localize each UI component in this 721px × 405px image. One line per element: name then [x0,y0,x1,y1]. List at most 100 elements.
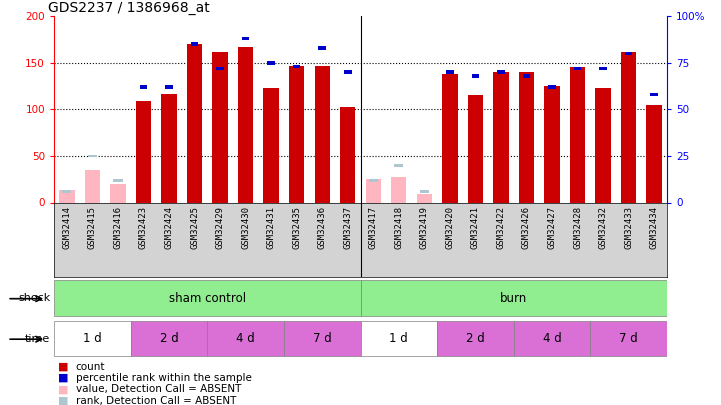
Bar [394,164,404,166]
Bar [165,85,173,89]
Bar [340,107,355,202]
Text: GSM32437: GSM32437 [343,206,353,249]
Bar [88,155,97,157]
Text: value, Detection Call = ABSENT: value, Detection Call = ABSENT [76,384,241,394]
Text: GDS2237 / 1386968_at: GDS2237 / 1386968_at [48,1,210,15]
Text: GSM32434: GSM32434 [650,206,659,249]
Bar [62,190,71,193]
Bar [238,47,253,202]
Text: 1 d: 1 d [83,332,102,345]
Bar [570,67,585,202]
Bar [314,66,329,202]
Text: rank, Detection Call = ABSENT: rank, Detection Call = ABSENT [76,396,236,405]
Bar [513,321,590,356]
Text: ■: ■ [58,362,68,371]
Bar [368,179,378,181]
Bar [162,94,177,202]
Bar [391,177,407,202]
Bar [519,72,534,202]
Bar [293,65,301,68]
Bar [263,88,279,202]
Bar [187,44,202,203]
Bar [437,321,513,356]
Bar [523,74,531,78]
Bar [468,96,483,202]
Text: GSM32432: GSM32432 [598,206,608,249]
Bar [493,72,508,202]
Text: GSM32415: GSM32415 [88,206,97,249]
Bar [284,321,360,356]
Bar [446,70,454,74]
Bar [344,70,352,74]
Text: GSM32417: GSM32417 [368,206,378,249]
Bar [625,51,632,55]
Bar [647,104,662,202]
Text: GSM32426: GSM32426 [522,206,531,249]
Bar [360,321,437,356]
Text: GSM32419: GSM32419 [420,206,429,249]
Text: sham control: sham control [169,292,246,305]
Bar [110,184,125,202]
Text: 7 d: 7 d [313,332,332,345]
Text: 4 d: 4 d [236,332,255,345]
Text: GSM32427: GSM32427 [547,206,557,249]
Bar [621,51,637,202]
Text: time: time [25,334,50,343]
Text: GSM32433: GSM32433 [624,206,633,249]
Text: 1 d: 1 d [389,332,408,345]
Bar [650,93,658,96]
Text: 4 d: 4 d [543,332,562,345]
Bar [136,101,151,202]
Bar [59,190,74,202]
Bar [497,70,505,74]
Text: GSM32422: GSM32422 [497,206,505,249]
Text: GSM32425: GSM32425 [190,206,199,249]
Bar [544,86,559,202]
Text: count: count [76,362,105,371]
Text: GSM32418: GSM32418 [394,206,403,249]
Text: GSM32436: GSM32436 [318,206,327,249]
Text: burn: burn [500,292,527,305]
Text: 2 d: 2 d [466,332,485,345]
Bar [213,51,228,202]
Bar [574,66,581,70]
Text: ■: ■ [58,384,68,394]
Text: ■: ■ [58,396,68,405]
Text: GSM32420: GSM32420 [446,206,454,249]
Text: 7 d: 7 d [619,332,638,345]
Bar [289,66,304,202]
Bar [140,85,147,89]
Bar [442,74,458,202]
Bar [190,42,198,46]
Bar [548,85,556,89]
Text: GSM32424: GSM32424 [164,206,174,249]
Text: shock: shock [18,293,50,303]
Bar [472,74,479,78]
Text: percentile rank within the sample: percentile rank within the sample [76,373,252,383]
Text: GSM32435: GSM32435 [292,206,301,249]
Text: GSM32423: GSM32423 [139,206,148,249]
Bar [360,280,667,316]
Bar [208,321,284,356]
Text: GSM32421: GSM32421 [471,206,480,249]
Bar [54,321,131,356]
Bar [420,190,429,193]
Bar [366,179,381,202]
Bar [599,66,607,70]
Text: GSM32416: GSM32416 [113,206,123,249]
Bar [131,321,208,356]
Bar [242,37,249,40]
Text: GSM32431: GSM32431 [267,206,275,249]
Text: GSM32428: GSM32428 [573,206,582,249]
Text: GSM32414: GSM32414 [62,206,71,249]
Bar [113,179,123,181]
Bar [596,88,611,202]
Bar [85,170,100,202]
Bar [216,66,224,70]
Text: 2 d: 2 d [159,332,178,345]
Text: ■: ■ [58,373,68,383]
Bar [417,194,432,202]
Text: GSM32429: GSM32429 [216,206,224,249]
Bar [54,280,360,316]
Bar [319,46,326,50]
